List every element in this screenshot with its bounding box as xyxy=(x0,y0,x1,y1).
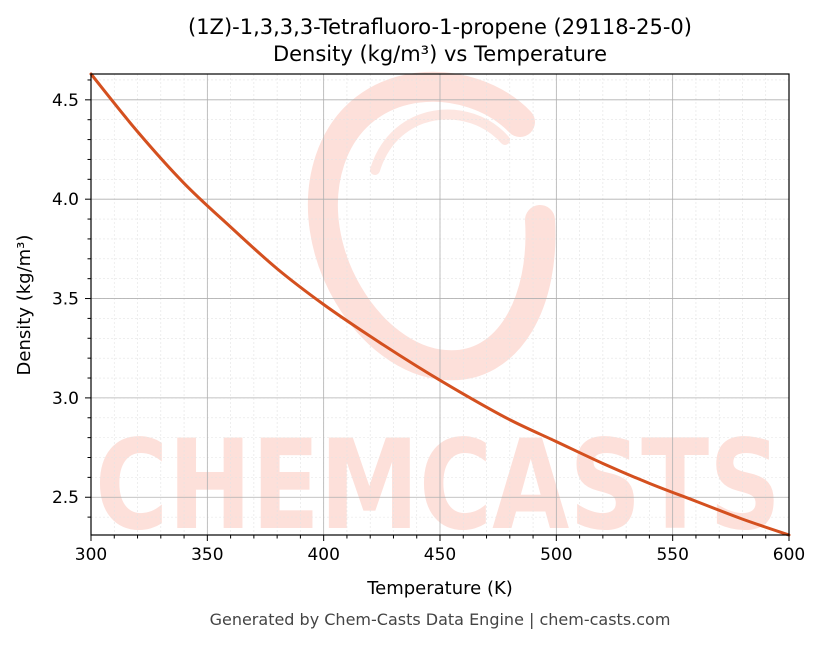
x-tick-label: 300 xyxy=(75,545,107,565)
y-tick-label: 2.5 xyxy=(52,488,79,508)
x-tick-label: 550 xyxy=(656,545,688,565)
y-axis: 2.5 3.0 3.5 4.0 4.5 xyxy=(52,79,91,518)
x-tick-label: 600 xyxy=(773,545,805,565)
x-tick-label: 450 xyxy=(424,545,456,565)
footer-credit: Generated by Chem-Casts Data Engine | ch… xyxy=(210,610,671,629)
y-tick-label: 3.5 xyxy=(52,290,79,310)
watermark-text: CHEMCASTS xyxy=(95,414,781,558)
y-tick-label: 4.0 xyxy=(52,190,79,210)
y-tick-label: 4.5 xyxy=(52,91,79,111)
density-series-line xyxy=(89,72,791,537)
x-tick-label: 500 xyxy=(540,545,572,565)
chemcasts-watermark: CHEMCASTS xyxy=(95,71,781,558)
y-axis-label: Density (kg/m³) xyxy=(14,235,35,376)
x-axis-label: Temperature (K) xyxy=(366,578,513,599)
x-axis: 300 350 400 450 500 550 600 xyxy=(75,535,805,565)
x-tick-label: 350 xyxy=(191,545,223,565)
chart-subtitle: Density (kg/m³) vs Temperature xyxy=(273,42,607,66)
x-tick-label: 400 xyxy=(307,545,339,565)
chart-title: (1Z)-1,3,3,3-Tetrafluoro-1-propene (2911… xyxy=(188,15,692,39)
y-tick-label: 3.0 xyxy=(52,389,79,409)
